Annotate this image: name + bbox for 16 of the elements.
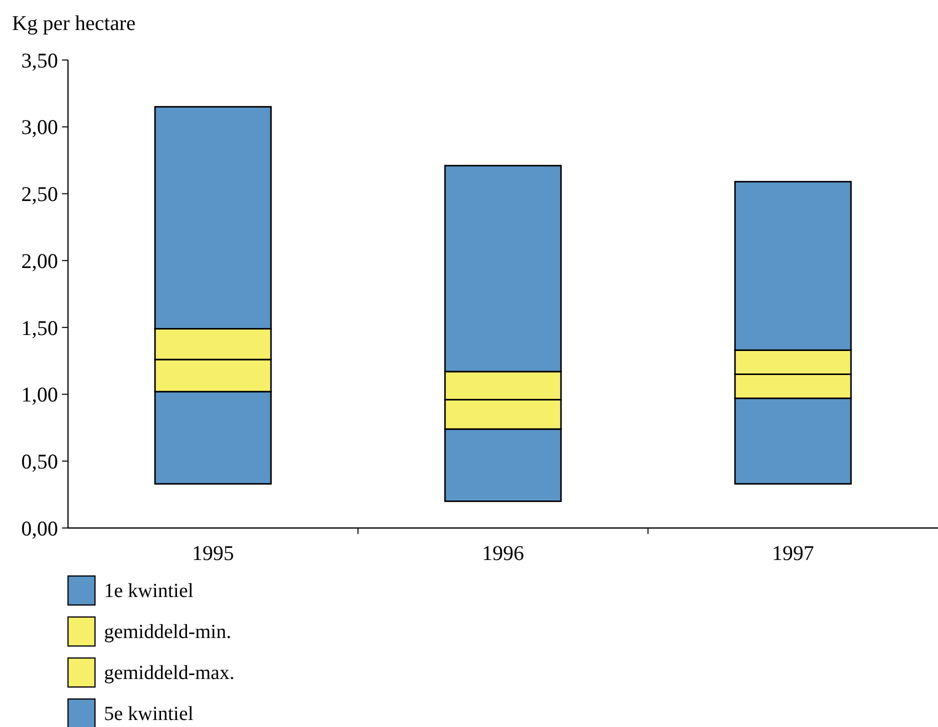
- y-tick-label: 1,00: [21, 382, 58, 407]
- x-tick-label: 1997: [772, 541, 814, 565]
- legend-label: gemiddeld-max.: [104, 662, 235, 684]
- legend-label: gemiddeld-min.: [104, 621, 232, 643]
- y-tick-label: 2,00: [21, 248, 58, 273]
- y-tick-label: 0,00: [21, 516, 58, 540]
- y-axis-title: Kg per hectare: [12, 11, 136, 35]
- y-tick-label: 2,50: [21, 182, 58, 206]
- legend-label: 1e kwintiel: [104, 580, 194, 602]
- x-tick-label: 1995: [192, 541, 234, 565]
- x-tick-label: 1996: [482, 541, 524, 565]
- legend-label: 5e kwintiel: [104, 703, 194, 725]
- y-tick-label: 1,50: [21, 316, 58, 340]
- y-tick-label: 0,50: [21, 449, 58, 474]
- y-tick-label: 3,00: [21, 115, 58, 140]
- y-tick-label: 3,50: [21, 48, 58, 72]
